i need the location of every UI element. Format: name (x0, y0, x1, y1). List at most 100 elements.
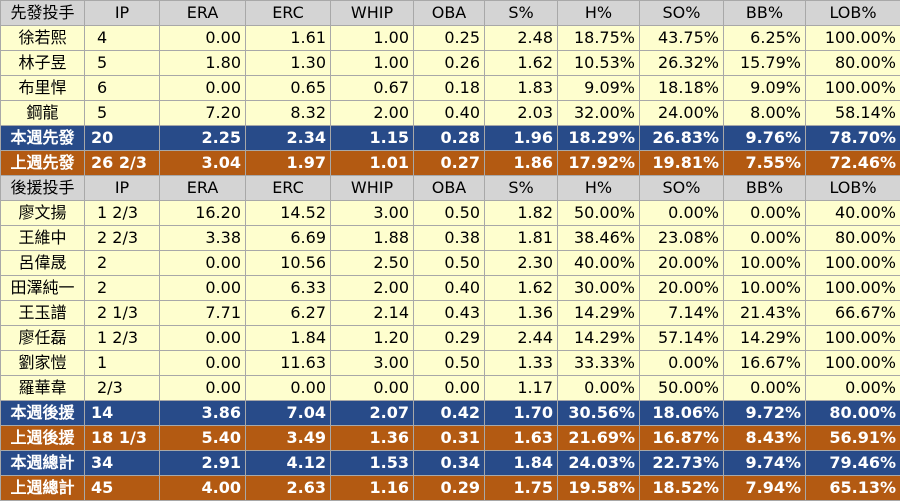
starters-last-week-row: 上週先發 26 2/3 3.04 1.97 1.01 0.27 1.86 17.92% 19.8… (0, 150, 900, 176)
stat-cell: 20 (84, 125, 160, 151)
row-label-cell: 呂偉晟 (0, 250, 85, 276)
row-label-cell: 本週總計 (0, 450, 85, 476)
column-header: BB% (723, 175, 806, 201)
row-label-cell: 王維中 (0, 225, 85, 251)
stat-cell: 50.00% (639, 375, 724, 401)
section-header-label: 後援投手 (0, 175, 85, 201)
stat-cell: 0.26 (413, 50, 485, 76)
stat-cell: 6.27 (245, 300, 331, 326)
section-header-label: 先發投手 (0, 0, 85, 26)
stat-cell: 72.46% (805, 150, 900, 176)
stat-cell: 3.00 (330, 350, 414, 376)
stat-cell: 0.00% (723, 225, 806, 251)
stat-cell: 7.94% (723, 475, 806, 501)
stat-cell: 4.00 (159, 475, 246, 501)
stat-cell: 0.42 (413, 400, 485, 426)
stat-cell: 0.00% (557, 375, 640, 401)
reliever-row: 王玉譜 2 1/3 7.71 6.27 2.14 0.43 1.36 14.29% 7.14% 2… (0, 300, 900, 326)
stat-cell: 14.29% (723, 325, 806, 351)
stat-cell: 19.81% (639, 150, 724, 176)
stat-cell: 26.32% (639, 50, 724, 76)
stat-cell: 0.34 (413, 450, 485, 476)
stat-cell: 2.30 (484, 250, 558, 276)
stat-cell: 8.32 (245, 100, 331, 126)
stat-cell: 66.67% (805, 300, 900, 326)
stat-cell: 0.50 (413, 250, 485, 276)
stat-cell: 34 (84, 450, 160, 476)
stat-cell: 18.18% (639, 75, 724, 101)
column-header: SO% (639, 0, 724, 26)
stat-cell: 2.07 (330, 400, 414, 426)
stat-cell: 20.00% (639, 250, 724, 276)
stat-cell: 40.00% (805, 200, 900, 226)
stat-cell: 0.65 (245, 75, 331, 101)
stat-cell: 11.63 (245, 350, 331, 376)
column-header: LOB% (805, 175, 900, 201)
stat-cell: 22.73% (639, 450, 724, 476)
stat-cell: 45 (84, 475, 160, 501)
starters-header-row: 先發投手 IP ERA ERC WHIP OBA S% H% SO% BB% LOB% (0, 0, 900, 26)
stat-cell: 1.70 (484, 400, 558, 426)
reliever-row: 田澤純一 2 0.00 6.33 2.00 0.40 1.62 30.00% 20.00% 10.… (0, 275, 900, 301)
stat-cell: 1.83 (484, 75, 558, 101)
column-header: BB% (723, 0, 806, 26)
column-header: ERC (245, 175, 331, 201)
column-header: S% (484, 175, 558, 201)
stat-cell: 16.87% (639, 425, 724, 451)
stat-cell: 1.01 (330, 150, 414, 176)
stat-cell: 100.00% (805, 250, 900, 276)
stat-cell: 20.00% (639, 275, 724, 301)
row-label-cell: 鋼龍 (0, 100, 85, 126)
stat-cell: 5 (84, 100, 160, 126)
column-header: H% (557, 0, 640, 26)
stat-cell: 30.00% (557, 275, 640, 301)
starter-row: 布里悍 6 0.00 0.65 0.67 0.18 1.83 9.09% 18.18% 9.09%… (0, 75, 900, 101)
stat-cell: 1.33 (484, 350, 558, 376)
stat-cell: 0.00 (159, 75, 246, 101)
stat-cell: 18.29% (557, 125, 640, 151)
stat-cell: 3.86 (159, 400, 246, 426)
stat-cell: 2 2/3 (84, 225, 160, 251)
reliever-row: 劉家愷 1 0.00 11.63 3.00 0.50 1.33 33.33% 0.00% 16.6… (0, 350, 900, 376)
stat-cell: 5 (84, 50, 160, 76)
stat-cell: 0.29 (413, 325, 485, 351)
starters-this-week-row: 本週先發 20 2.25 2.34 1.15 0.28 1.96 18.29% 26.83% 9.… (0, 125, 900, 151)
stat-cell: 6.33 (245, 275, 331, 301)
stat-cell: 6.69 (245, 225, 331, 251)
stat-cell: 0.00% (723, 200, 806, 226)
stat-cell: 1 2/3 (84, 325, 160, 351)
stat-cell: 0.43 (413, 300, 485, 326)
stat-cell: 0.00 (245, 375, 331, 401)
stat-cell: 14.29% (557, 300, 640, 326)
row-label-cell: 上週後援 (0, 425, 85, 451)
stat-cell: 80.00% (805, 400, 900, 426)
stat-cell: 0.00 (413, 375, 485, 401)
stat-cell: 10.53% (557, 50, 640, 76)
stat-cell: 40.00% (557, 250, 640, 276)
stat-cell: 1.62 (484, 275, 558, 301)
stat-cell: 2.50 (330, 250, 414, 276)
row-label-cell: 劉家愷 (0, 350, 85, 376)
stat-cell: 100.00% (805, 325, 900, 351)
reliever-row: 羅華韋 2/3 0.00 0.00 0.00 0.00 1.17 0.00% 50.00% 0.0… (0, 375, 900, 401)
stat-cell: 3.49 (245, 425, 331, 451)
stat-cell: 9.09% (723, 75, 806, 101)
stat-cell: 1.17 (484, 375, 558, 401)
stat-cell: 2 (84, 275, 160, 301)
stat-cell: 17.92% (557, 150, 640, 176)
column-header: WHIP (330, 0, 414, 26)
row-label-cell: 上週先發 (0, 150, 85, 176)
stat-cell: 80.00% (805, 225, 900, 251)
stat-cell: 7.04 (245, 400, 331, 426)
reliever-row: 廖文揚 1 2/3 16.20 14.52 3.00 0.50 1.82 50.00% 0.00… (0, 200, 900, 226)
row-label-cell: 本週先發 (0, 125, 85, 151)
stat-cell: 3.04 (159, 150, 246, 176)
stat-cell: 7.55% (723, 150, 806, 176)
row-label-cell: 林子昱 (0, 50, 85, 76)
stat-cell: 14.52 (245, 200, 331, 226)
stat-cell: 1.81 (484, 225, 558, 251)
stat-cell: 1.84 (245, 325, 331, 351)
stat-cell: 19.58% (557, 475, 640, 501)
stat-cell: 0.31 (413, 425, 485, 451)
stat-cell: 38.46% (557, 225, 640, 251)
